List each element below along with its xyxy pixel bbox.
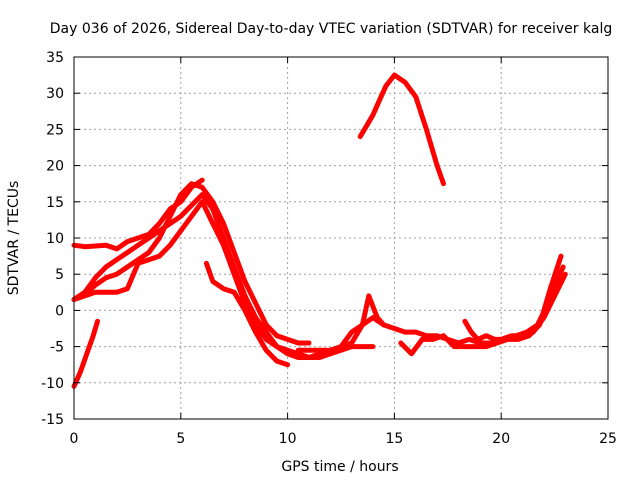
x-axis-label: GPS time / hours bbox=[281, 459, 398, 475]
y-tick-label: 30 bbox=[46, 86, 64, 102]
series-line-seg-b bbox=[71, 181, 312, 346]
x-tick-label: 10 bbox=[279, 431, 297, 447]
series-line-seg-a bbox=[71, 177, 205, 252]
y-tick-label: 5 bbox=[55, 267, 64, 283]
series-line-seg-g bbox=[357, 72, 446, 187]
series-line-seg-d bbox=[71, 199, 376, 360]
grid-lines bbox=[74, 57, 608, 419]
series-line-seg-c bbox=[71, 192, 333, 360]
y-axis-label: SDTVAR / TECUs bbox=[6, 181, 22, 296]
series-line-seg-j bbox=[295, 315, 387, 353]
x-tick-label: 0 bbox=[70, 431, 79, 447]
series-line-seg-k bbox=[462, 264, 566, 342]
y-tick-label: 25 bbox=[46, 122, 64, 138]
y-tick-label: 0 bbox=[55, 303, 64, 319]
y-tick-label: -5 bbox=[50, 340, 64, 356]
x-tick-label: 15 bbox=[385, 431, 403, 447]
axis-ticks: 0 5 10 15 20 25 -15 -10 -5 0 5 10 15 20 25 30 35 bbox=[41, 50, 617, 447]
y-tick-label: -10 bbox=[41, 376, 64, 392]
data-series bbox=[71, 72, 568, 389]
y-tick-label: -15 bbox=[41, 412, 64, 428]
series-line-seg-f bbox=[203, 260, 291, 368]
x-tick-label: 20 bbox=[492, 431, 510, 447]
series-line-seg-e bbox=[71, 318, 100, 389]
x-tick-label: 5 bbox=[176, 431, 185, 447]
y-tick-label: 15 bbox=[46, 195, 64, 211]
y-tick-label: 20 bbox=[46, 159, 64, 175]
series-line-seg-i bbox=[398, 253, 564, 357]
y-tick-label: 10 bbox=[46, 231, 64, 247]
x-tick-label: 25 bbox=[599, 431, 617, 447]
chart-title: Day 036 of 2026, Sidereal Day-to-day VTE… bbox=[50, 21, 612, 37]
y-tick-label: 35 bbox=[46, 50, 64, 66]
